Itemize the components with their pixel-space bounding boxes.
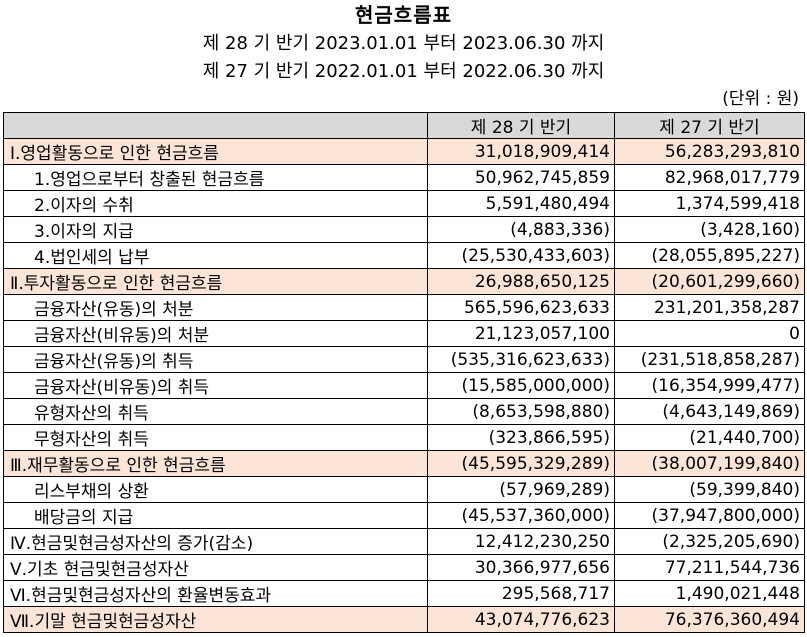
row-label: Ⅲ.재무활동으로 인한 현금흐름 bbox=[3, 450, 428, 477]
row-prior: (21,440,700) bbox=[614, 424, 805, 451]
row-prior: (2,325,205,690) bbox=[614, 528, 805, 555]
row-prior: 1,490,021,448 bbox=[614, 580, 805, 607]
row-current: 295,568,717 bbox=[427, 580, 615, 607]
row-prior: (231,518,858,287) bbox=[614, 346, 805, 373]
table-row: 4.법인세의 납부 (25,530,433,603) (28,055,895,2… bbox=[3, 242, 805, 269]
row-label: Ⅵ.현금및현금성자산의 환율변동효과 bbox=[3, 580, 428, 607]
row-label: 2.이자의 수취 bbox=[3, 190, 428, 217]
row-prior: (20,601,299,660) bbox=[614, 268, 805, 295]
row-prior: 82,968,017,779 bbox=[614, 164, 805, 191]
row-prior: 231,201,358,287 bbox=[614, 294, 805, 321]
row-current: (45,595,329,289) bbox=[427, 450, 615, 477]
row-prior: 77,211,544,736 bbox=[614, 554, 805, 581]
row-label: 배당금의 지급 bbox=[3, 502, 428, 529]
row-label: 리스부채의 상환 bbox=[3, 476, 428, 503]
row-prior: 76,376,360,494 bbox=[614, 606, 805, 633]
row-current: 5,591,480,494 bbox=[427, 190, 615, 217]
row-prior: 56,283,293,810 bbox=[614, 138, 805, 165]
cash-flow-table: 제 28 기 반기 제 27 기 반기 Ⅰ.영업활동으로 인한 현금흐름 31,… bbox=[3, 112, 805, 633]
row-label: 1.영업으로부터 창출된 현금흐름 bbox=[3, 164, 428, 191]
header-prior-period: 제 27 기 반기 bbox=[614, 112, 805, 139]
table-row: 리스부채의 상환 (57,969,289) (59,399,840) bbox=[3, 476, 805, 503]
row-prior: (16,354,999,477) bbox=[614, 372, 805, 399]
row-current: (57,969,289) bbox=[427, 476, 615, 503]
table-row: 금융자산(유동)의 취득 (535,316,623,633) (231,518,… bbox=[3, 346, 805, 373]
table-row: 유형자산의 취득 (8,653,598,880) (4,643,149,869) bbox=[3, 398, 805, 425]
row-label: 4.법인세의 납부 bbox=[3, 242, 428, 269]
table-row: Ⅴ.기초 현금및현금성자산 30,366,977,656 77,211,544,… bbox=[3, 554, 805, 581]
row-current: (8,653,598,880) bbox=[427, 398, 615, 425]
row-prior: (37,947,800,000) bbox=[614, 502, 805, 529]
row-prior: (4,643,149,869) bbox=[614, 398, 805, 425]
row-current: (45,537,360,000) bbox=[427, 502, 615, 529]
period-current: 제 28 기 반기 2023.01.01 부터 2023.06.30 까지 bbox=[202, 33, 605, 54]
row-prior: 1,374,599,418 bbox=[614, 190, 805, 217]
row-label: 금융자산(유동)의 처분 bbox=[3, 294, 428, 321]
row-current: 30,366,977,656 bbox=[427, 554, 615, 581]
row-current: (4,883,336) bbox=[427, 216, 615, 243]
row-label: Ⅰ.영업활동으로 인한 현금흐름 bbox=[3, 138, 428, 165]
header-label bbox=[3, 112, 428, 139]
row-prior: (38,007,199,840) bbox=[614, 450, 805, 477]
row-current: (535,316,623,633) bbox=[427, 346, 615, 373]
report-header: 현금흐름표 제 28 기 반기 2023.01.01 부터 2023.06.30… bbox=[0, 0, 807, 86]
unit-label: (단위 : 원) bbox=[722, 89, 799, 109]
table-row: 무형자산의 취득 (323,866,595) (21,440,700) bbox=[3, 424, 805, 451]
table-row: 금융자산(유동)의 처분 565,596,623,633 231,201,358… bbox=[3, 294, 805, 321]
row-label: 금융자산(유동)의 취득 bbox=[3, 346, 428, 373]
table-row: 금융자산(비유동)의 취득 (15,585,000,000) (16,354,9… bbox=[3, 372, 805, 399]
row-current: (25,530,433,603) bbox=[427, 242, 615, 269]
report-title: 현금흐름표 bbox=[355, 3, 452, 27]
row-current: 31,018,909,414 bbox=[427, 138, 615, 165]
row-prior: 0 bbox=[614, 320, 805, 347]
table-row: 1.영업으로부터 창출된 현금흐름 50,962,745,859 82,968,… bbox=[3, 164, 805, 191]
row-current: 26,988,650,125 bbox=[427, 268, 615, 295]
row-current: 50,962,745,859 bbox=[427, 164, 615, 191]
row-label: Ⅴ.기초 현금및현금성자산 bbox=[3, 554, 428, 581]
row-label: 금융자산(비유동)의 처분 bbox=[3, 320, 428, 347]
table-row: Ⅶ.기말 현금및현금성자산 43,074,776,623 76,376,360,… bbox=[3, 606, 805, 633]
row-prior: (3,428,160) bbox=[614, 216, 805, 243]
row-label: 무형자산의 취득 bbox=[3, 424, 428, 451]
table-row: Ⅵ.현금및현금성자산의 환율변동효과 295,568,717 1,490,021… bbox=[3, 580, 805, 607]
table-row: 배당금의 지급 (45,537,360,000) (37,947,800,000… bbox=[3, 502, 805, 529]
period-prior: 제 27 기 반기 2022.01.01 부터 2022.06.30 까지 bbox=[202, 61, 605, 82]
table-row: 금융자산(비유동)의 처분 21,123,057,100 0 bbox=[3, 320, 805, 347]
row-current: 12,412,230,250 bbox=[427, 528, 615, 555]
table-row: 2.이자의 수취 5,591,480,494 1,374,599,418 bbox=[3, 190, 805, 217]
table-row: Ⅰ.영업활동으로 인한 현금흐름 31,018,909,414 56,283,2… bbox=[3, 138, 805, 165]
row-current: (15,585,000,000) bbox=[427, 372, 615, 399]
row-current: 565,596,623,633 bbox=[427, 294, 615, 321]
row-prior: (59,399,840) bbox=[614, 476, 805, 503]
table-row: Ⅳ.현금및현금성자산의 증가(감소) 12,412,230,250 (2,325… bbox=[3, 528, 805, 555]
header-current-period: 제 28 기 반기 bbox=[427, 112, 615, 139]
row-label: Ⅳ.현금및현금성자산의 증가(감소) bbox=[3, 528, 428, 555]
row-label: 금융자산(비유동)의 취득 bbox=[3, 372, 428, 399]
table-row: Ⅱ.투자활동으로 인한 현금흐름 26,988,650,125 (20,601,… bbox=[3, 268, 805, 295]
row-label: Ⅱ.투자활동으로 인한 현금흐름 bbox=[3, 268, 428, 295]
row-label: 3.이자의 지급 bbox=[3, 216, 428, 243]
row-current: 21,123,057,100 bbox=[427, 320, 615, 347]
row-label: 유형자산의 취득 bbox=[3, 398, 428, 425]
row-current: (323,866,595) bbox=[427, 424, 615, 451]
row-label: Ⅶ.기말 현금및현금성자산 bbox=[3, 606, 428, 633]
row-current: 43,074,776,623 bbox=[427, 606, 615, 633]
table-header-row: 제 28 기 반기 제 27 기 반기 bbox=[3, 112, 805, 139]
table-row: 3.이자의 지급 (4,883,336) (3,428,160) bbox=[3, 216, 805, 243]
table-row: Ⅲ.재무활동으로 인한 현금흐름 (45,595,329,289) (38,00… bbox=[3, 450, 805, 477]
row-prior: (28,055,895,227) bbox=[614, 242, 805, 269]
